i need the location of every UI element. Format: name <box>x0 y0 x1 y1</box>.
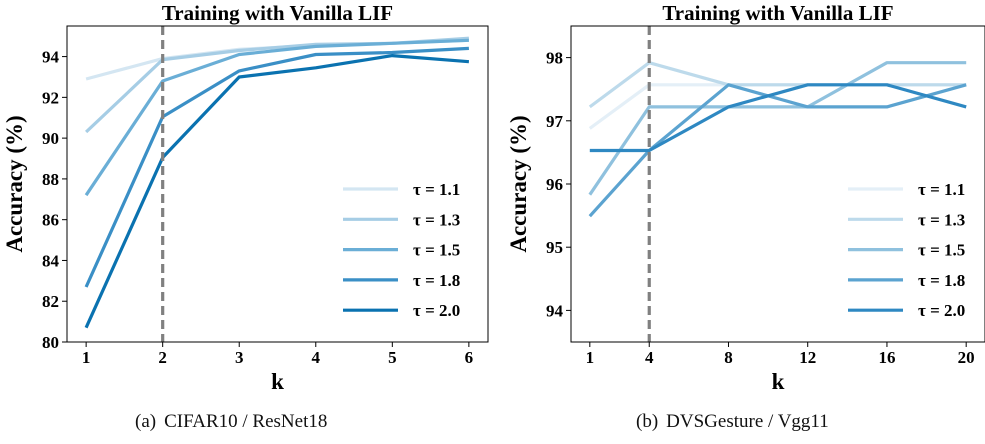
panel-b-title: Training with Vanilla LIF <box>662 1 893 25</box>
panel-a-legend-label-2: τ = 1.5 <box>413 241 460 260</box>
panel-b-x-tick-label-3: 12 <box>799 348 816 367</box>
panel-b-x-tick-label-5: 20 <box>958 348 975 367</box>
caption-a: (a) CIFAR10 / ResNet18 <box>135 411 327 433</box>
panel-a-legend-label-4: τ = 2.0 <box>413 301 460 320</box>
panel-b-legend-label-3: τ = 1.8 <box>918 271 965 290</box>
panel-a-series-line-2 <box>84 38 469 197</box>
panel-a-y-tick-label-5: 90 <box>42 129 59 148</box>
panel-b-x-axis-label: k <box>772 369 785 394</box>
panel-a-legend-label-1: τ = 1.3 <box>413 210 460 229</box>
caption-b: (b) DVSGesture / Vgg11 <box>636 411 829 433</box>
panel-a-x-tick-label-3: 4 <box>312 348 321 367</box>
caption-b-tag: (b) <box>636 411 659 432</box>
panel-a-y-axis-label: Accuracy (%) <box>2 115 27 252</box>
panel-b-x-tick-label-1: 4 <box>645 348 654 367</box>
panel-b-legend-label-0: τ = 1.1 <box>918 180 965 199</box>
panel-b-x-tick-label-2: 8 <box>724 348 733 367</box>
panel-a-y-tick-label-6: 92 <box>42 88 59 107</box>
panel-a-legend-label-0: τ = 1.1 <box>413 180 460 199</box>
panel-a-title: Training with Vanilla LIF <box>162 1 393 25</box>
panel-a-x-tick-label-2: 3 <box>235 348 244 367</box>
panel-b-series-line-4 <box>589 83 967 153</box>
panel-b-legend-label-1: τ = 1.3 <box>918 210 965 229</box>
panel-a-x-tick-label-4: 5 <box>388 348 397 367</box>
panel-b-series-line-1 <box>588 61 967 109</box>
panel-a-y-tick-label-3: 86 <box>42 211 59 230</box>
panel-a-axes-frame <box>66 25 489 343</box>
panel-a-y-tick-label-1: 82 <box>42 292 59 311</box>
panel-a-y-tick-label-0: 80 <box>42 333 59 352</box>
panel-b-y-tick-label-4: 98 <box>546 49 563 68</box>
panel-b-y-tick-label-0: 94 <box>546 301 564 320</box>
panel-b-x-tick-label-4: 16 <box>878 348 895 367</box>
caption-a-text: CIFAR10 / ResNet18 <box>164 411 328 432</box>
panel-a-y-tick-label-4: 88 <box>42 170 59 189</box>
caption-b-text: DVSGesture / Vgg11 <box>666 411 829 432</box>
panel-b-series-line-2 <box>588 61 967 196</box>
panel-b-y-tick-label-2: 96 <box>546 175 563 194</box>
panel-a-legend-label-3: τ = 1.8 <box>413 271 460 290</box>
panel-a-y-tick-label-2: 84 <box>42 251 60 270</box>
panel-b-x-tick-label-0: 1 <box>586 348 595 367</box>
panel-a-x-tick-label-1: 2 <box>158 348 167 367</box>
panel-b-y-axis-label: Accuracy (%) <box>506 115 531 252</box>
panel-b-legend-label-4: τ = 2.0 <box>918 301 965 320</box>
panel-b-y-tick-label-3: 97 <box>546 112 564 131</box>
panel-a-x-tick-label-5: 6 <box>465 348 474 367</box>
panel-a-x-tick-label-0: 1 <box>82 348 91 367</box>
caption-a-tag: (a) <box>135 411 157 432</box>
panel-a-series-line-3 <box>84 46 469 288</box>
panel-b-y-tick-label-1: 95 <box>546 238 563 257</box>
panel-a-x-axis-label: k <box>271 369 284 394</box>
panel-a-y-tick-label-7: 94 <box>42 48 60 67</box>
panel-a-series-line-4 <box>84 53 470 329</box>
panel-b-legend-label-2: τ = 1.5 <box>918 241 965 260</box>
